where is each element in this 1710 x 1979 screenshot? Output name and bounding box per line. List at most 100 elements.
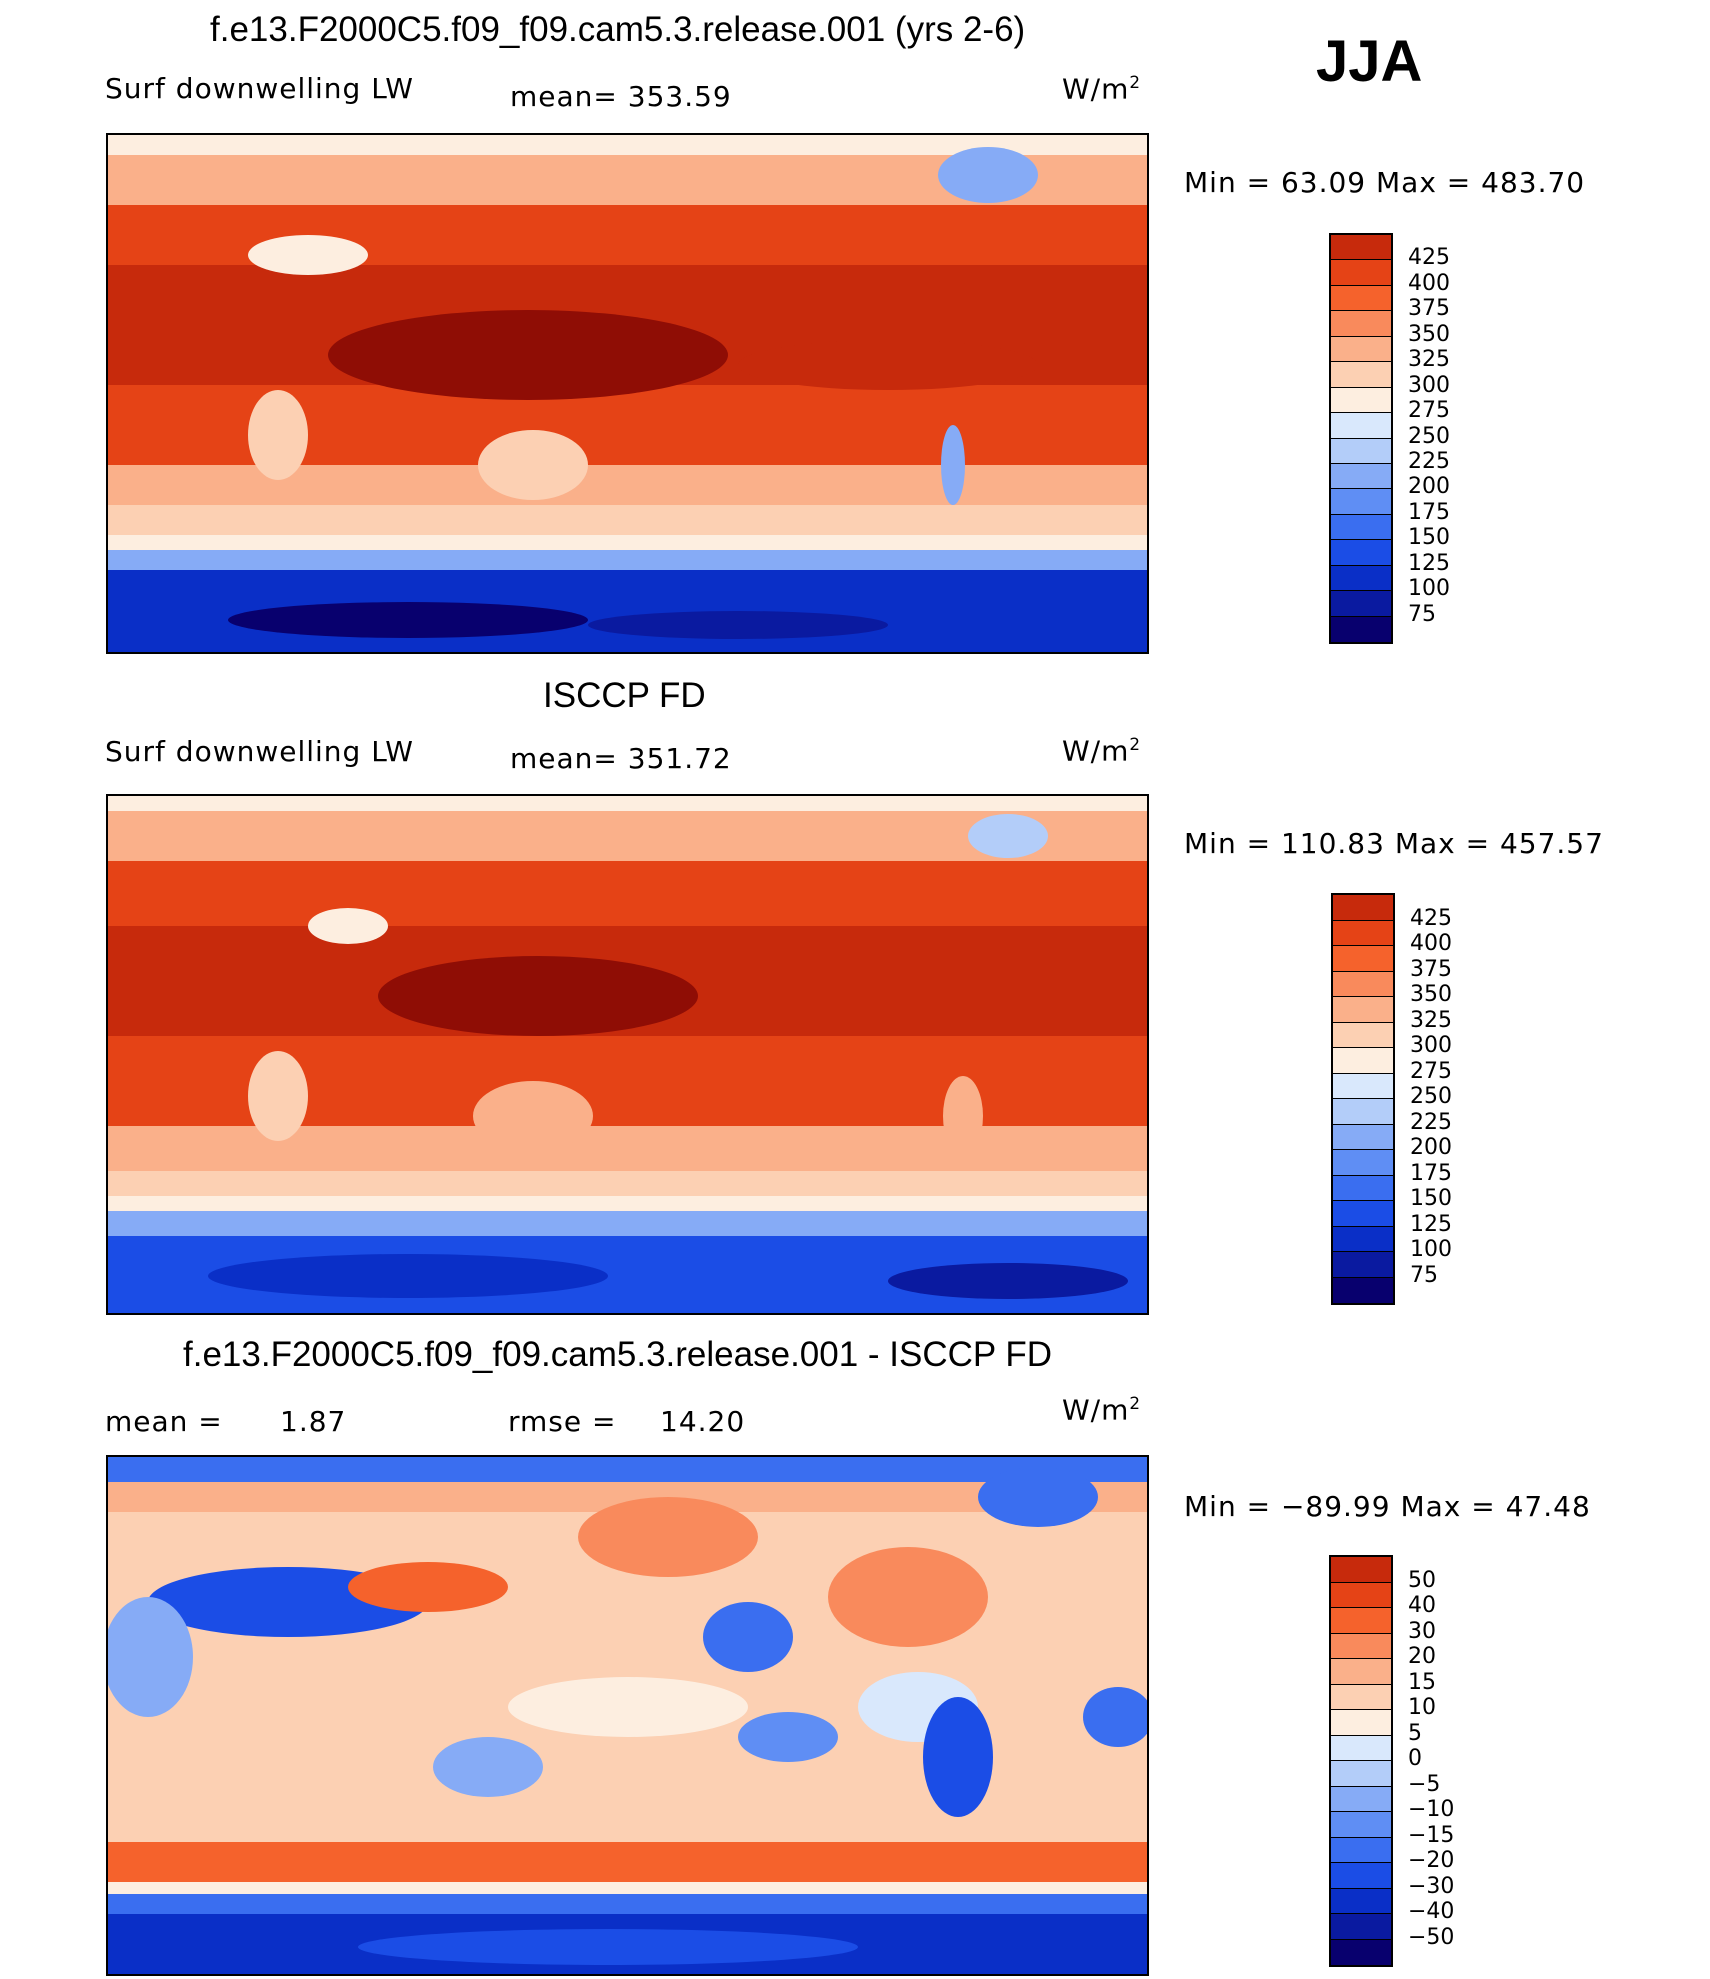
panel3-field (108, 1457, 1147, 1974)
colorbar-segment (1333, 1252, 1393, 1278)
colorbar-segment (1333, 1073, 1393, 1099)
colorbar-tick: 50 (1408, 1567, 1436, 1593)
colorbar-segment (1331, 1684, 1391, 1710)
colorbar-segment (1331, 387, 1391, 414)
colorbar-segment (1333, 1048, 1393, 1074)
colorbar-tick: −50 (1408, 1924, 1455, 1950)
colorbar-segment (1333, 895, 1393, 921)
colorbar-tick: 10 (1408, 1695, 1436, 1720)
colorbar-tick: 20 (1408, 1644, 1436, 1669)
colorbar-segment (1331, 1735, 1391, 1761)
colorbar-segment (1331, 285, 1391, 312)
colorbar-tick: 15 (1408, 1669, 1436, 1695)
colorbar-tick: 300 (1410, 1033, 1452, 1058)
colorbar-segment (1333, 1022, 1393, 1048)
colorbar-tick: 100 (1408, 576, 1450, 602)
colorbar-segment (1333, 1175, 1393, 1201)
colorbar-segment (1331, 311, 1391, 337)
colorbar-tick: 125 (1408, 550, 1450, 576)
panel3-colorbar-labels: 50 40 30 20 15 10 5 0 −5 −10 −15 −20 −30… (1408, 1555, 1488, 1967)
panel1-mean: mean= 353.59 (510, 80, 732, 113)
colorbar-segment (1333, 1201, 1393, 1227)
panel3-units: W/m2 (1062, 1393, 1142, 1427)
colorbar-tick: 400 (1408, 270, 1450, 296)
colorbar-segment (1331, 514, 1391, 541)
colorbar-tick: −5 (1408, 1771, 1441, 1797)
colorbar-segment (1331, 1608, 1391, 1634)
colorbar-segment (1333, 1226, 1393, 1252)
colorbar-segment (1331, 1939, 1391, 1965)
colorbar-segment (1333, 971, 1393, 997)
panel3-mean-value: 1.87 (280, 1405, 347, 1438)
colorbar-tick: 375 (1410, 956, 1452, 982)
season-label: JJA (1316, 29, 1423, 94)
colorbar-segment (1333, 1277, 1393, 1303)
colorbar-tick: 375 (1408, 296, 1450, 322)
colorbar-tick: 250 (1410, 1084, 1452, 1109)
panel2-variable: Surf downwelling LW (105, 735, 414, 768)
colorbar-tick: 300 (1408, 372, 1450, 398)
colorbar-segment (1333, 946, 1393, 972)
panel2-minmax: Min = 110.83 Max = 457.57 (1184, 827, 1604, 860)
panel3-rmse-label: rmse = (508, 1405, 617, 1438)
colorbar-tick: −15 (1408, 1822, 1455, 1848)
colorbar-tick: 425 (1408, 245, 1450, 271)
colorbar-tick: −30 (1408, 1873, 1455, 1899)
colorbar-tick: 5 (1408, 1720, 1422, 1746)
colorbar-tick: 175 (1408, 499, 1450, 525)
colorbar-segment (1331, 1863, 1391, 1889)
panel2-mean: mean= 351.72 (510, 742, 732, 775)
colorbar-segment (1331, 1659, 1391, 1685)
colorbar-segment (1331, 1582, 1391, 1608)
colorbar-tick: 150 (1410, 1186, 1452, 1211)
colorbar-tick: 75 (1408, 601, 1436, 627)
colorbar-tick: 0 (1408, 1746, 1422, 1771)
colorbar-tick: 425 (1410, 905, 1452, 931)
panel1-variable: Surf downwelling LW (105, 72, 414, 105)
colorbar-segment (1333, 1150, 1393, 1176)
colorbar-segment (1331, 591, 1391, 617)
colorbar-tick: 225 (1408, 448, 1450, 474)
colorbar-tick: 175 (1410, 1160, 1452, 1186)
colorbar-segment (1331, 1812, 1391, 1838)
panel2-field (108, 796, 1147, 1313)
colorbar-segment (1331, 1837, 1391, 1863)
panel3-rmse-value: 14.20 (660, 1405, 746, 1438)
panel1-title: f.e13.F2000C5.f09_f09.cam5.3.release.001… (210, 10, 1026, 49)
panel3-minmax: Min = −89.99 Max = 47.48 (1184, 1490, 1591, 1523)
colorbar-tick: 125 (1410, 1211, 1452, 1237)
panel2-map (106, 794, 1149, 1315)
panel2-title: ISCCP FD (543, 676, 706, 715)
panel1-map (106, 133, 1149, 654)
colorbar-segment (1333, 1124, 1393, 1150)
colorbar-tick: −40 (1408, 1899, 1455, 1924)
colorbar-tick: 275 (1408, 398, 1450, 424)
colorbar-segment (1331, 413, 1391, 439)
colorbar-tick: 350 (1410, 982, 1452, 1007)
panel2-colorbar-labels: 425 400 375 350 325 300 275 250 225 200 … (1410, 893, 1490, 1305)
colorbar-segment (1331, 616, 1391, 642)
colorbar-tick: 325 (1408, 347, 1450, 373)
panel2-colorbar (1331, 893, 1395, 1305)
colorbar-tick: 100 (1410, 1237, 1452, 1262)
colorbar-segment (1331, 336, 1391, 363)
colorbar-segment (1333, 1099, 1393, 1125)
colorbar-tick: −20 (1408, 1848, 1455, 1873)
colorbar-tick: 325 (1410, 1007, 1452, 1033)
colorbar-segment (1331, 235, 1391, 261)
colorbar-segment (1331, 489, 1391, 515)
colorbar-segment (1331, 1914, 1391, 1940)
colorbar-tick: 250 (1408, 423, 1450, 449)
colorbar-tick: 150 (1408, 525, 1450, 551)
panel1-colorbar-labels: 425 400 375 350 325 300 275 250 225 200 … (1408, 233, 1488, 644)
panel3-mean-label: mean = (105, 1405, 223, 1438)
colorbar-tick: 40 (1408, 1593, 1436, 1618)
colorbar-segment (1331, 540, 1391, 566)
colorbar-segment (1331, 463, 1391, 490)
colorbar-tick: 30 (1408, 1618, 1436, 1644)
colorbar-tick: 200 (1410, 1135, 1452, 1160)
panel1-colorbar (1329, 233, 1393, 644)
colorbar-segment (1331, 1557, 1391, 1583)
colorbar-tick: −10 (1408, 1797, 1455, 1822)
colorbar-segment (1331, 1633, 1391, 1659)
